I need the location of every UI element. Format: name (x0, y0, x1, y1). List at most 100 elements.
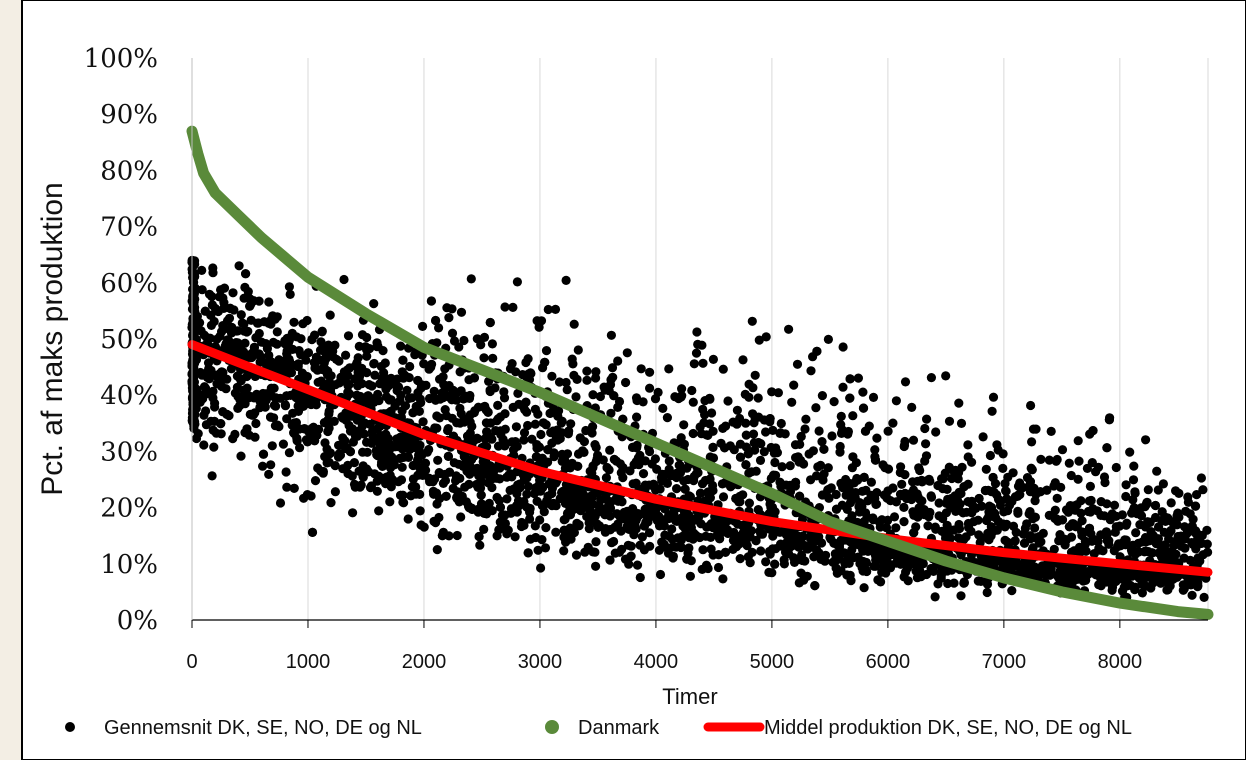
scatter-point (580, 437, 589, 446)
scatter-point (433, 456, 442, 465)
scatter-point (239, 320, 248, 329)
scatter-point (945, 463, 954, 472)
scatter-point (241, 269, 250, 278)
scatter-point (843, 505, 852, 514)
scatter-point (1100, 472, 1109, 481)
scatter-point (282, 349, 291, 358)
scatter-point (484, 408, 493, 417)
scatter-point (535, 443, 544, 452)
scatter-point (641, 456, 650, 465)
scatter-point (438, 531, 447, 540)
scatter-point (367, 481, 376, 490)
scatter-point (1031, 513, 1040, 522)
scatter-point (914, 463, 923, 472)
scatter-point (824, 463, 833, 472)
scatter-point (1007, 586, 1016, 595)
scatter-point (498, 511, 507, 520)
scatter-point (1131, 528, 1140, 537)
scatter-point (989, 527, 998, 536)
scatter-point (500, 409, 509, 418)
scatter-point (303, 372, 312, 381)
scatter-point (442, 492, 451, 501)
scatter-point (1094, 580, 1103, 589)
scatter-point (590, 440, 599, 449)
scatter-point (1088, 426, 1097, 435)
scatter-point (527, 435, 536, 444)
scatter-point (810, 581, 819, 590)
scatter-point (289, 318, 298, 327)
scatter-point (699, 418, 708, 427)
scatter-point (1151, 501, 1160, 510)
y-tick-label: 80% (100, 156, 158, 186)
scatter-point (1102, 527, 1111, 536)
scatter-point (459, 394, 468, 403)
scatter-point (977, 502, 986, 511)
scatter-point (488, 339, 497, 348)
scatter-point (1026, 487, 1035, 496)
scatter-point (1026, 401, 1035, 410)
scatter-point (959, 508, 968, 517)
scatter-point (326, 498, 335, 507)
scatter-point (413, 376, 422, 385)
scatter-point (1083, 464, 1092, 473)
scatter-point (419, 359, 428, 368)
scatter-point (703, 431, 712, 440)
scatter-point (1039, 561, 1048, 570)
scatter-point (640, 545, 649, 554)
scatter-point (293, 436, 302, 445)
scatter-point (627, 542, 636, 551)
scatter-point (323, 427, 332, 436)
scatter-point (460, 417, 469, 426)
scatter-point (1036, 487, 1045, 496)
scatter-point (264, 470, 273, 479)
scatter-point (413, 471, 422, 480)
scatter-point (1102, 499, 1111, 508)
scatter-point (797, 569, 806, 578)
scatter-point (209, 443, 218, 452)
scatter-point (616, 526, 625, 535)
scatter-point (824, 335, 833, 344)
scatter-point (320, 438, 329, 447)
scatter-point (375, 438, 384, 447)
scatter-point (945, 417, 954, 426)
scatter-point (869, 393, 878, 402)
scatter-point (216, 369, 225, 378)
scatter-point (445, 468, 454, 477)
scatter-point (251, 419, 260, 428)
scatter-point (1112, 463, 1121, 472)
scatter-point (1202, 526, 1211, 535)
scatter-point (718, 424, 727, 433)
scatter-point (835, 448, 844, 457)
scatter-point (547, 372, 556, 381)
scatter-point (943, 579, 952, 588)
scatter-point (660, 531, 669, 540)
scatter-point (285, 448, 294, 457)
scatter-point (270, 401, 279, 410)
y-tick-label: 70% (100, 213, 158, 243)
scatter-point (431, 518, 440, 527)
scatter-point (411, 482, 420, 491)
scatter-point (1086, 482, 1095, 491)
scatter-point (219, 304, 228, 313)
scatter-point (698, 545, 707, 554)
scatter-point (512, 422, 521, 431)
scatter-point (513, 277, 522, 286)
scatter-point (837, 412, 846, 421)
scatter-point (818, 391, 827, 400)
scatter-point (1074, 436, 1083, 445)
scatter-point (922, 451, 931, 460)
scatter-point (707, 408, 716, 417)
scatter-point (343, 469, 352, 478)
y-axis-title: Pct. af maks produktion (36, 182, 69, 495)
scatter-point (302, 435, 311, 444)
scatter-point (983, 588, 992, 597)
scatter-point (846, 374, 855, 383)
scatter-point (188, 400, 197, 409)
scatter-point (496, 503, 505, 512)
scatter-point (886, 563, 895, 572)
scatter-point (660, 540, 669, 549)
scatter-point (820, 557, 829, 566)
scatter-point (569, 371, 578, 380)
scatter-point (1065, 522, 1074, 531)
scatter-point (984, 535, 993, 544)
